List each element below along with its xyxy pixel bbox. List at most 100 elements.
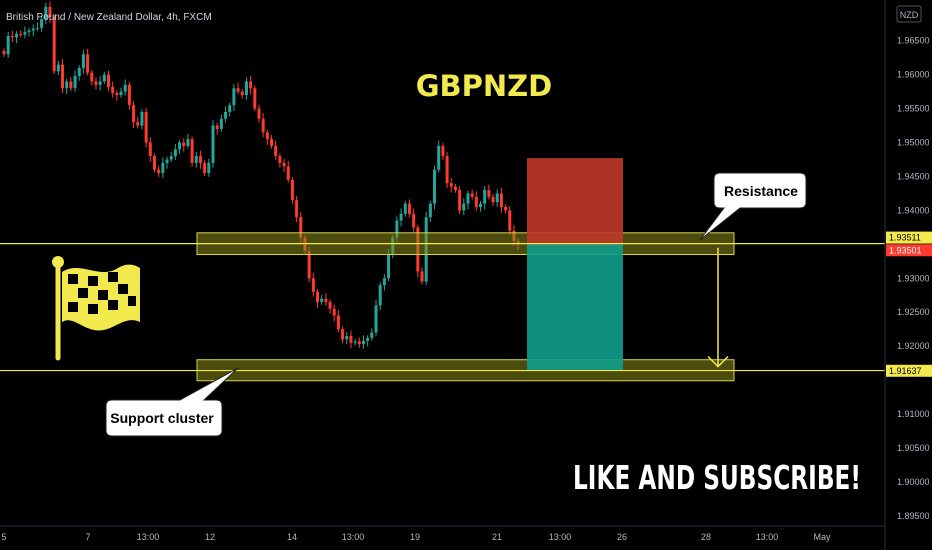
candle	[132, 101, 136, 128]
candle	[52, 14, 56, 74]
candle	[328, 299, 332, 314]
time-axis[interactable]: 5 7 13:00 12 14 13:00 19 21 13:00 26 28 13:00 May	[0, 525, 885, 542]
price-tick-label: 1.96000	[897, 70, 930, 80]
price-tick-label: 1.91000	[897, 409, 930, 419]
candle	[102, 71, 106, 85]
candle	[249, 76, 253, 95]
support-callout: Support cluster	[105, 367, 239, 437]
candle	[15, 31, 19, 44]
candle	[274, 140, 278, 160]
candle	[316, 289, 319, 308]
candle	[86, 48, 90, 76]
candle	[491, 194, 495, 206]
time-tick-label: 21	[492, 532, 502, 542]
candle	[35, 22, 39, 32]
price-tick-label: 1.89500	[897, 511, 930, 521]
candle	[504, 204, 508, 214]
candle	[483, 185, 487, 210]
currency-badge[interactable]	[896, 5, 922, 23]
price-tick-label: 1.94500	[897, 171, 930, 181]
candle	[194, 152, 198, 168]
candle	[290, 177, 294, 204]
candle	[186, 133, 190, 149]
candle	[224, 106, 228, 123]
candle	[148, 137, 152, 162]
candle	[270, 135, 274, 149]
candle	[244, 77, 248, 100]
candle	[215, 122, 219, 135]
candle	[370, 328, 374, 341]
candle	[508, 206, 512, 235]
candle	[123, 79, 127, 96]
candle	[6, 31, 10, 59]
candle	[119, 87, 123, 98]
candle	[407, 199, 411, 218]
candle	[278, 153, 282, 168]
candle	[366, 335, 370, 347]
candle	[211, 120, 215, 168]
candle	[136, 116, 140, 129]
time-tick-label: 14	[287, 532, 297, 542]
price-marker-label: 1.91637	[889, 366, 922, 376]
candle	[495, 189, 499, 208]
candle	[320, 294, 324, 305]
price-marker	[886, 231, 932, 244]
stop-loss-box[interactable]	[527, 158, 623, 245]
time-tick-label: 26	[617, 532, 627, 542]
currency-badge-label: NZD	[900, 10, 919, 20]
candle	[420, 267, 424, 285]
candle	[324, 293, 328, 306]
price-marker	[886, 364, 932, 377]
candle	[65, 78, 69, 95]
time-tick-label: 19	[410, 532, 420, 542]
candle	[286, 160, 290, 183]
candle	[336, 310, 340, 332]
price-tick-label: 1.92000	[897, 341, 930, 351]
candle	[2, 48, 6, 58]
candle	[144, 107, 148, 148]
candle	[499, 188, 503, 213]
candle	[458, 185, 462, 215]
candle	[445, 152, 449, 189]
candle	[378, 282, 382, 311]
candle	[462, 198, 466, 216]
price-marker	[886, 244, 932, 257]
chart-header-title: British Pound / New Zealand Dollar, 4h, …	[6, 12, 212, 23]
candle	[178, 139, 182, 155]
candle	[115, 90, 119, 101]
candle	[236, 82, 240, 95]
candle	[207, 158, 211, 177]
candle	[165, 156, 169, 169]
candle	[23, 26, 27, 39]
candle	[127, 82, 131, 110]
price-axis[interactable]: NZD 1.96500 1.96000 1.95500 1.95000 1.94500 1…	[884, 0, 932, 550]
candle	[374, 299, 378, 337]
candle	[474, 191, 478, 211]
price-marker-label: 1.93501	[889, 245, 922, 255]
candle	[257, 104, 261, 123]
time-tick-label: 13:00	[756, 532, 779, 542]
candle	[40, 16, 44, 32]
take-profit-box[interactable]	[527, 244, 623, 371]
time-tick-label: 13:00	[549, 532, 572, 542]
candle	[19, 29, 23, 38]
candle	[470, 189, 474, 200]
candle	[428, 200, 432, 222]
price-tick-label: 1.95000	[897, 138, 930, 148]
candle	[295, 196, 299, 222]
candle	[81, 50, 85, 74]
candle	[466, 190, 470, 210]
candle	[107, 70, 110, 91]
time-tick-label: 13:00	[342, 532, 365, 542]
candle	[382, 274, 386, 291]
candle	[203, 160, 207, 176]
candle	[198, 150, 202, 169]
time-tick-label: 7	[85, 532, 90, 542]
candle	[69, 77, 73, 91]
candle	[341, 326, 345, 344]
candle	[157, 165, 161, 177]
candle	[433, 165, 437, 210]
candle	[449, 177, 453, 193]
